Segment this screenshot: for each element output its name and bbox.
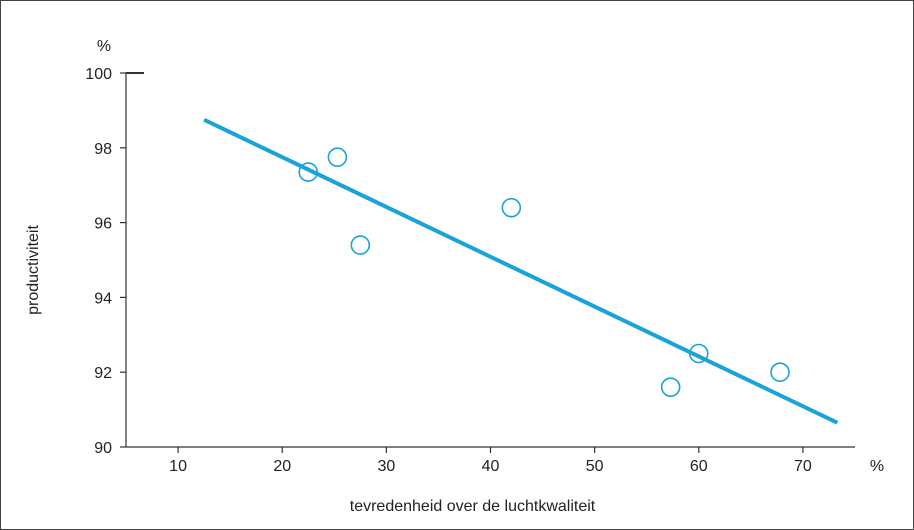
- points-group: [298, 147, 790, 397]
- data-point: [770, 362, 790, 383]
- ticks: 90 92 94 96 98 100 10 20 30 40 50 60 70: [85, 66, 812, 475]
- y-unit-label: %: [97, 38, 111, 55]
- y-tick-label: 92: [94, 365, 112, 382]
- x-tick-label: 40: [482, 458, 500, 475]
- x-unit-label: %: [870, 458, 884, 475]
- x-tick-label: 50: [586, 458, 604, 475]
- x-tick-label: 70: [794, 458, 812, 475]
- y-tick-label: 90: [94, 440, 112, 457]
- data-point: [501, 197, 522, 218]
- y-tick-label: 100: [85, 66, 112, 83]
- axes: [125, 72, 855, 448]
- y-axis-title: productiviteit: [25, 225, 42, 315]
- x-axis-title: tevredenheid over de luchtkwaliteit: [350, 498, 596, 515]
- data-point: [660, 377, 681, 397]
- y-tick-label: 98: [94, 141, 112, 158]
- x-tick-label: 20: [273, 458, 291, 475]
- data-point: [350, 235, 371, 255]
- trendline-group: [203, 117, 839, 425]
- y-tick-label: 96: [94, 216, 112, 233]
- x-tick-label: 60: [690, 458, 708, 475]
- x-tick-label: 30: [377, 458, 395, 475]
- x-tick-label: 10: [169, 458, 187, 475]
- trendline: [203, 117, 839, 425]
- y-tick-label: 94: [94, 290, 112, 307]
- data-point: [327, 147, 348, 167]
- data-point: [298, 162, 319, 182]
- data-point: [688, 343, 709, 364]
